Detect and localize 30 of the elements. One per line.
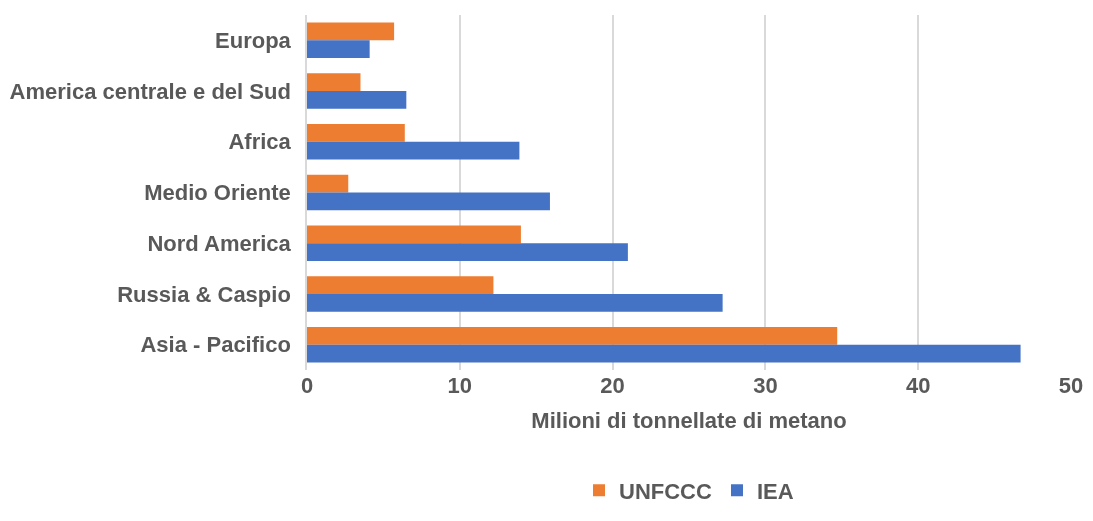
y-tick-label: Nord America [147,230,292,256]
bar [307,91,407,109]
x-tick-label: 40 [905,373,931,398]
bar [307,192,550,211]
y-tick-label: Europa [215,28,292,54]
y-tick-label: Russia & Caspio [117,281,291,307]
bar [307,40,370,59]
bar [307,141,520,160]
y-tick-label: America centrale e del Sud [9,78,291,104]
x-tick-label: 20 [600,373,625,398]
bar [307,73,361,92]
y-tick-label: Asia - Pacifico [140,332,291,358]
bar [307,174,349,193]
bar [307,293,723,312]
bar [307,22,395,41]
x-axis-title: Milioni di tonnellate di metano [531,407,847,433]
legend-label: IEA [756,478,794,504]
y-tick-label: Medio Oriente [144,180,291,206]
bar [307,276,494,294]
x-tick-label: 30 [753,373,778,398]
bar [307,326,838,345]
x-tick-label: 0 [300,373,314,398]
x-tick-label: 50 [1058,373,1084,398]
y-tick-label: Africa [228,129,292,155]
bar [307,124,405,142]
legend-label: UNFCCC [619,478,712,504]
bar [307,344,1021,363]
bar [307,225,521,244]
x-tick-label: 10 [447,373,473,398]
bar [307,243,628,261]
